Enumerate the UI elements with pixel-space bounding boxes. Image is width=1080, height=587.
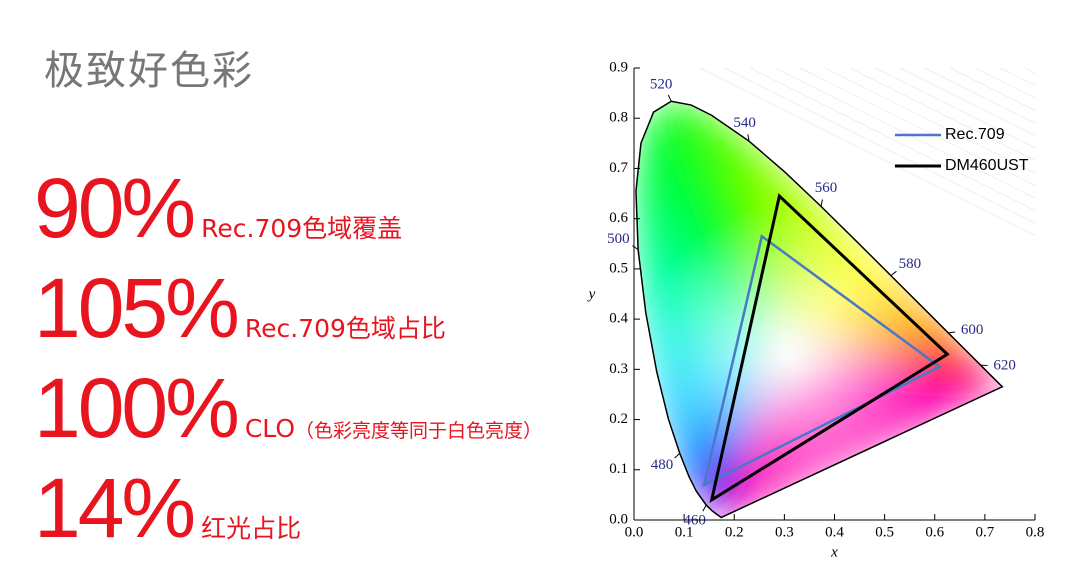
y-tick-label: 0.7	[609, 160, 628, 176]
stat: 90% Rec.709色域覆盖	[34, 160, 402, 257]
stat-label: CLO	[244, 414, 296, 443]
stat-value: 105%	[34, 261, 240, 355]
wl-tick	[747, 134, 750, 142]
bg-grid	[824, 67, 1036, 174]
bg-grid	[799, 67, 1036, 186]
spectral-locus	[635, 100, 1004, 519]
y-tick-label: 0.5	[609, 260, 628, 276]
wl-tick	[890, 270, 897, 277]
wavelength-label: 620	[993, 358, 1016, 374]
stat-label: （色彩亮度等同于白色亮度）	[295, 420, 543, 442]
stat-label: Rec.709色域覆盖	[201, 214, 403, 243]
y-tick-label: 0.3	[609, 361, 628, 377]
bg-grid	[749, 67, 1036, 211]
bg-grid	[924, 67, 1036, 124]
y-tick-label: 0.2	[609, 411, 628, 427]
wavelength-label: 560	[815, 180, 838, 196]
x-tick-label: 0.1	[675, 524, 694, 540]
stat: 14% 红光占比	[34, 460, 301, 557]
gamut-triangle	[702, 234, 943, 488]
wavelength-label: 520	[650, 76, 673, 92]
x-tick-label: 0.0	[625, 524, 644, 540]
y-tick-label: 0.0	[609, 511, 628, 527]
y-axis-label: y	[587, 286, 596, 302]
y-tick-label: 0.9	[609, 59, 628, 75]
wl-tick	[948, 331, 956, 334]
x-tick-label: 0.5	[875, 524, 894, 540]
wavelength-label: 540	[733, 115, 756, 131]
y-tick-label: 0.4	[609, 311, 628, 327]
bg-grid	[999, 67, 1036, 86]
wl-tick	[674, 452, 681, 459]
wl-tick	[632, 245, 639, 251]
bg-grid	[774, 67, 1036, 199]
stat-value: 90%	[34, 161, 196, 255]
stat: 105% Rec.709色域占比	[34, 260, 446, 357]
x-tick-label: 0.6	[925, 524, 944, 540]
bg-grid	[974, 67, 1036, 99]
y-tick-label: 0.6	[609, 210, 628, 226]
x-axis-label: x	[830, 544, 838, 560]
y-tick-label: 0.1	[609, 461, 628, 477]
gamut-triangle	[709, 193, 950, 504]
bg-grid	[874, 67, 1036, 149]
x-tick-label: 0.4	[825, 524, 844, 540]
stat-value: 100%	[34, 361, 240, 455]
legend-label: Rec.709	[945, 126, 1005, 143]
stat: 100% CLO（色彩亮度等同于白色亮度）	[34, 360, 542, 457]
stat-label: 红光占比	[201, 514, 302, 543]
bg-grid	[724, 67, 1036, 224]
wl-tick	[667, 94, 672, 102]
wavelength-label: 580	[899, 256, 922, 272]
bg-grid	[1024, 67, 1036, 74]
bg-grid	[949, 67, 1036, 111]
wavelength-label: 600	[961, 322, 984, 338]
x-tick-label: 0.2	[725, 524, 744, 540]
title: 极致好色彩	[44, 48, 254, 94]
bg-grid	[849, 67, 1036, 161]
x-tick-label: 0.7	[976, 524, 995, 540]
wl-tick	[820, 199, 823, 207]
bg-grid	[699, 67, 1036, 236]
wavelength-label: 480	[651, 457, 674, 473]
x-tick-label: 0.3	[775, 524, 794, 540]
legend-label: DM460UST	[945, 157, 1029, 174]
white-glow	[639, 204, 940, 505]
stat-value: 14%	[34, 461, 196, 555]
wl-tick	[702, 504, 707, 512]
bg-grid	[899, 67, 1036, 136]
stat-label: Rec.709色域占比	[244, 314, 446, 343]
wavelength-label: 500	[607, 231, 630, 247]
x-tick-label: 0.8	[1026, 524, 1045, 540]
y-tick-label: 0.8	[609, 110, 628, 126]
